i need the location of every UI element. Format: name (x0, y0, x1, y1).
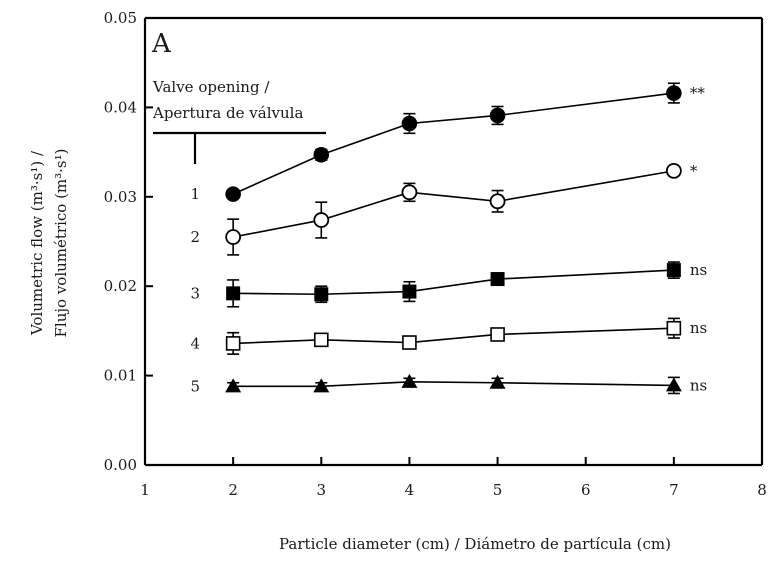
data-point (666, 263, 681, 278)
x-tick-label: 7 (669, 481, 679, 499)
series-label: 3 (190, 284, 200, 302)
x-tick-label: 1 (140, 481, 150, 499)
data-point (665, 162, 682, 179)
series-label: 1 (190, 185, 200, 203)
series-2: 2* (190, 162, 698, 256)
x-tick-label: 3 (317, 481, 327, 499)
series-line (232, 170, 674, 238)
y-tick-label: 0.02 (104, 277, 137, 295)
data-point (313, 212, 330, 228)
series-5: 5 ns (190, 373, 707, 395)
legend-title-line2: Apertura de válvula (152, 104, 303, 122)
panel-label: A (151, 29, 172, 59)
series-4: 4 ns (190, 317, 707, 355)
series-label: 5 (190, 377, 200, 395)
data-point (401, 184, 418, 201)
x-tick-label: 2 (228, 481, 238, 499)
data-point (313, 378, 330, 393)
data-point (314, 287, 329, 302)
x-tick-label: 4 (405, 481, 415, 499)
series-line (233, 269, 674, 296)
series-label: 4 (190, 334, 200, 352)
data-point (665, 377, 682, 392)
data-point (313, 332, 329, 348)
data-point (490, 272, 505, 287)
data-point (489, 193, 506, 210)
significance-label: * (690, 162, 698, 180)
series-3: 3 ns (190, 261, 707, 308)
x-tick-label: 8 (757, 481, 767, 499)
y-tick-label: 0.03 (104, 188, 137, 206)
data-point (225, 378, 242, 393)
y-tick-label: 0.05 (104, 9, 137, 27)
series-line (233, 327, 674, 345)
data-point (225, 186, 241, 202)
significance-label: ** (690, 84, 706, 102)
y-tick-label: 0.04 (104, 98, 137, 116)
data-point (313, 146, 330, 163)
data-point (226, 286, 241, 301)
data-point (402, 335, 417, 350)
series-line (233, 381, 674, 388)
data-point (489, 374, 506, 389)
x-tick-label: 6 (581, 481, 591, 499)
data-point (666, 85, 682, 101)
data-point (490, 327, 505, 342)
x-tick-label: 5 (493, 481, 503, 499)
data-point (225, 229, 242, 245)
legend-title-line1: Valve opening / (152, 78, 270, 96)
x-axis-title: Particle diameter (cm) / Diámetro de par… (279, 535, 671, 553)
data-point (401, 115, 418, 132)
significance-label: ns (690, 319, 707, 337)
significance-label: ns (690, 261, 707, 279)
data-point (489, 107, 506, 124)
y-axis-title-line1: Volumetric flow (m³·s¹) / (28, 150, 46, 336)
y-tick-label: 0.00 (104, 456, 137, 474)
series-label: 2 (190, 228, 200, 246)
data-point (401, 373, 418, 388)
series-1: 1 ** (190, 82, 706, 203)
data-point (402, 284, 417, 299)
y-axis-title-line2: Flujo volumétrico (m³·s¹) (52, 149, 70, 338)
data-point (666, 320, 682, 336)
data-point (225, 336, 241, 351)
y-tick-label: 0.01 (104, 367, 137, 385)
significance-label: ns (690, 376, 707, 394)
